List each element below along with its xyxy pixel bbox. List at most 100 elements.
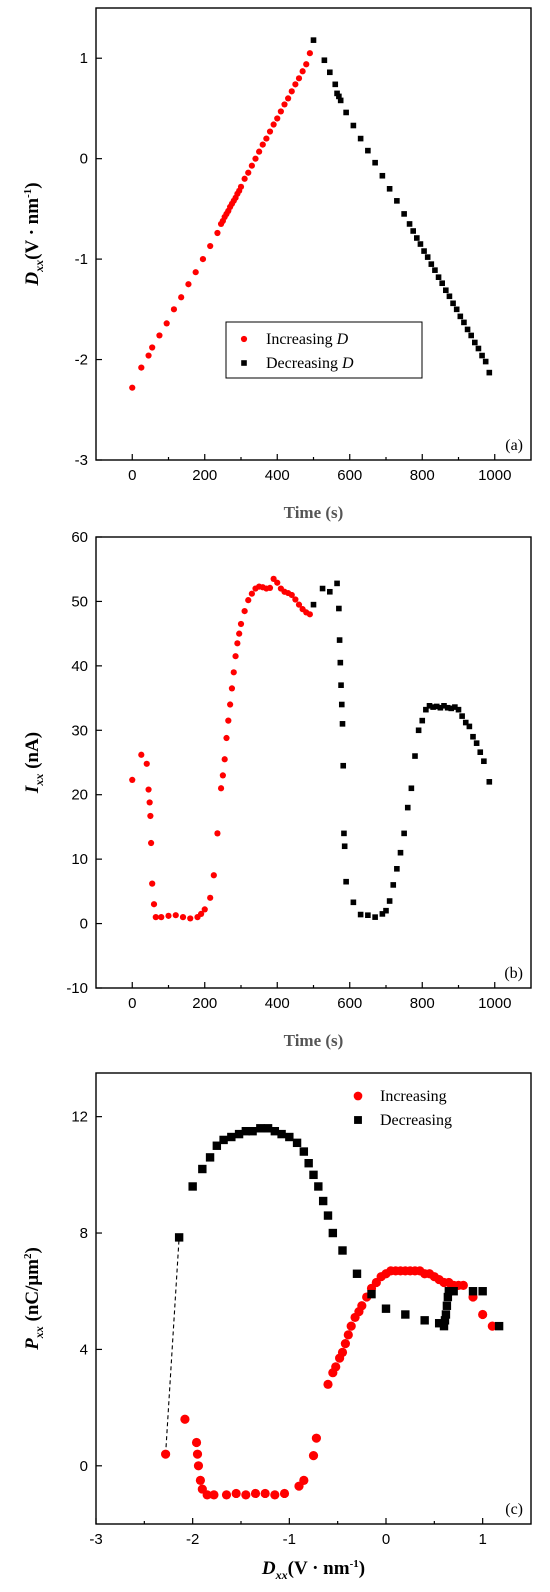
data-point — [482, 358, 489, 365]
legend-box — [225, 321, 423, 379]
data-point — [198, 910, 205, 918]
data-point — [487, 1321, 497, 1331]
legend: Increasing Decreasing — [353, 1088, 452, 1129]
data-point — [245, 169, 252, 176]
y-tick-label: 40 — [71, 658, 88, 675]
data-point — [303, 61, 310, 68]
data-point — [274, 579, 281, 586]
data-point — [426, 703, 433, 709]
data-point — [424, 254, 431, 260]
data-point — [231, 1488, 241, 1499]
data-point — [174, 1233, 184, 1242]
data-point — [191, 1437, 202, 1448]
data-point — [150, 901, 158, 908]
data-point — [338, 701, 345, 708]
data-point — [319, 585, 326, 592]
data-point — [486, 779, 493, 785]
data-point — [446, 293, 453, 300]
data-point — [163, 320, 170, 327]
data-point — [441, 1310, 451, 1319]
x-axis-label: Dxx(V · nm-1) — [261, 1558, 365, 1582]
plot-frame — [95, 7, 532, 461]
data-point — [250, 1488, 261, 1499]
data-point — [237, 620, 245, 628]
data-point — [478, 1287, 487, 1296]
y-tick-label: 20 — [71, 787, 88, 804]
data-point — [187, 915, 194, 922]
data-point — [435, 274, 442, 280]
y-tick-label: -2 — [75, 352, 88, 369]
data-point — [230, 669, 237, 676]
data-point — [149, 880, 156, 887]
data-point — [145, 786, 152, 793]
x-tick-label: 1000 — [478, 467, 511, 484]
data-point — [227, 1132, 236, 1142]
data-point — [443, 1292, 453, 1302]
x-axis-label: Time (s) — [284, 503, 344, 522]
y-tick-label: -3 — [75, 452, 88, 469]
data-point — [310, 601, 317, 608]
data-point — [365, 912, 371, 918]
data-point — [430, 704, 436, 710]
data-point — [441, 703, 447, 709]
data-point — [295, 75, 303, 82]
data-point — [350, 899, 357, 906]
legend-marker-square — [354, 1116, 362, 1124]
data-point — [423, 706, 429, 713]
data-point — [397, 849, 404, 856]
data-point — [357, 1301, 367, 1311]
data-point — [138, 364, 145, 371]
data-point — [212, 1141, 222, 1150]
x-tick-label: 400 — [265, 995, 290, 1012]
data-point — [219, 1135, 228, 1145]
data-point — [152, 914, 159, 921]
series-decreasing-d — [310, 37, 493, 376]
data-point — [161, 1449, 171, 1459]
data-point — [475, 345, 482, 352]
x-tick-label: -3 — [89, 1531, 102, 1548]
data-point — [464, 326, 471, 333]
data-point — [367, 1289, 376, 1299]
data-point — [337, 1347, 348, 1357]
data-point — [334, 90, 340, 97]
data-point — [439, 280, 445, 287]
data-point — [390, 882, 397, 888]
data-point — [336, 637, 343, 643]
data-point — [323, 1379, 333, 1389]
y-tick-label: 0 — [80, 1458, 88, 1475]
data-point — [410, 228, 416, 234]
panel-c: -3 -2 -1 0 1 0 4 8 12 Dxx(V · nm-1) Pxx (nC/μm2) (c… — [22, 1072, 532, 1582]
data-point — [372, 159, 378, 166]
data-point — [223, 734, 230, 742]
data-point — [332, 81, 339, 88]
data-point — [420, 1316, 429, 1325]
x-tick-label: 200 — [192, 467, 217, 484]
data-point — [245, 597, 252, 604]
data-point — [341, 843, 348, 850]
data-point — [165, 912, 172, 919]
series-decreasing — [174, 1124, 504, 1331]
data-point — [295, 601, 303, 608]
data-point — [414, 235, 420, 241]
legend-marker-square — [241, 360, 247, 366]
data-point — [192, 1449, 203, 1459]
data-point — [256, 148, 263, 155]
y-tick-label: 8 — [80, 1225, 88, 1242]
data-point — [234, 1129, 244, 1139]
data-point — [210, 872, 217, 879]
data-point — [180, 1414, 190, 1424]
data-point — [214, 229, 221, 237]
data-point — [288, 88, 295, 95]
data-point — [214, 830, 221, 837]
x-tick-label: -2 — [186, 1531, 199, 1548]
x-tick-label: 800 — [410, 995, 435, 1012]
data-point — [188, 1182, 197, 1191]
data-point — [195, 1475, 205, 1485]
series-decreasing-d — [310, 580, 493, 920]
data-point — [337, 659, 344, 666]
data-point — [274, 115, 281, 122]
y-tick-label: 10 — [71, 851, 88, 868]
data-point — [340, 762, 347, 769]
data-point — [419, 717, 426, 724]
data-point — [292, 81, 299, 88]
